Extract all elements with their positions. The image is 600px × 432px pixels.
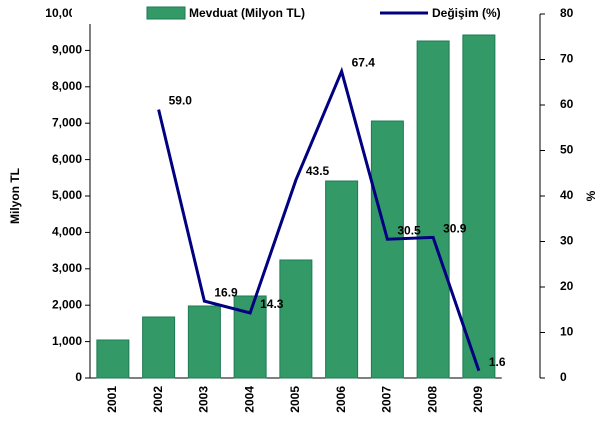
x-tick-label: 2002 <box>151 386 165 413</box>
data-label: 14.3 <box>260 297 284 311</box>
y2-tick-label: 0 <box>560 370 567 384</box>
y-tick-label: 8,000 <box>52 79 82 93</box>
y2-tick-label: 40 <box>560 188 574 202</box>
x-tick-label: 2009 <box>471 386 485 413</box>
bar <box>279 259 313 379</box>
y-tick-label: 6,000 <box>52 152 82 166</box>
data-label: 1.6 <box>489 355 506 369</box>
y2-tick-label: 10 <box>560 325 574 339</box>
x-tick-label: 2003 <box>197 386 211 413</box>
legend-label: Mevduat (Milyon TL) <box>189 6 305 20</box>
y2-tick-label: 60 <box>560 97 574 111</box>
data-label: 30.5 <box>397 223 421 237</box>
bar <box>142 316 176 379</box>
y2-axis-title: % <box>584 190 598 201</box>
bar <box>370 120 404 379</box>
y-tick-label: 5,000 <box>52 188 82 202</box>
x-tick-label: 2005 <box>288 386 302 413</box>
y2-tick-label: 30 <box>560 234 574 248</box>
y-axis-title: Milyon TL <box>8 168 22 224</box>
bar <box>462 34 496 379</box>
y-tick-label: 9,000 <box>52 43 82 57</box>
x-tick-label: 2008 <box>425 386 439 413</box>
y2-tick-label: 70 <box>560 52 574 66</box>
x-tick-label: 2004 <box>242 386 256 413</box>
bar <box>416 40 450 379</box>
y-tick-label: 7,000 <box>52 115 82 129</box>
y2-tick-label: 50 <box>560 143 574 157</box>
data-label: 43.5 <box>306 164 330 178</box>
data-label: 59.0 <box>169 94 193 108</box>
data-label: 30.9 <box>443 222 467 236</box>
y-tick-label: 4,000 <box>52 225 82 239</box>
y-tick-label: 2,000 <box>52 297 82 311</box>
data-label: 67.4 <box>352 56 376 70</box>
legend-swatch <box>146 6 186 20</box>
x-tick-label: 2006 <box>334 386 348 413</box>
y-tick-label: 3,000 <box>52 261 82 275</box>
data-label: 16.9 <box>214 285 238 299</box>
y2-tick-label: 80 <box>560 6 574 20</box>
x-tick-label: 2007 <box>380 386 394 413</box>
y-tick-label: 0 <box>75 370 82 384</box>
line <box>157 66 481 372</box>
x-tick-label: 2001 <box>105 386 119 413</box>
legend-label: Değişim (%) <box>432 6 501 20</box>
bar <box>96 339 130 379</box>
bar <box>187 305 221 379</box>
y-tick-label: 1,000 <box>52 334 82 348</box>
y2-tick-label: 20 <box>560 279 574 293</box>
bar <box>325 180 359 379</box>
